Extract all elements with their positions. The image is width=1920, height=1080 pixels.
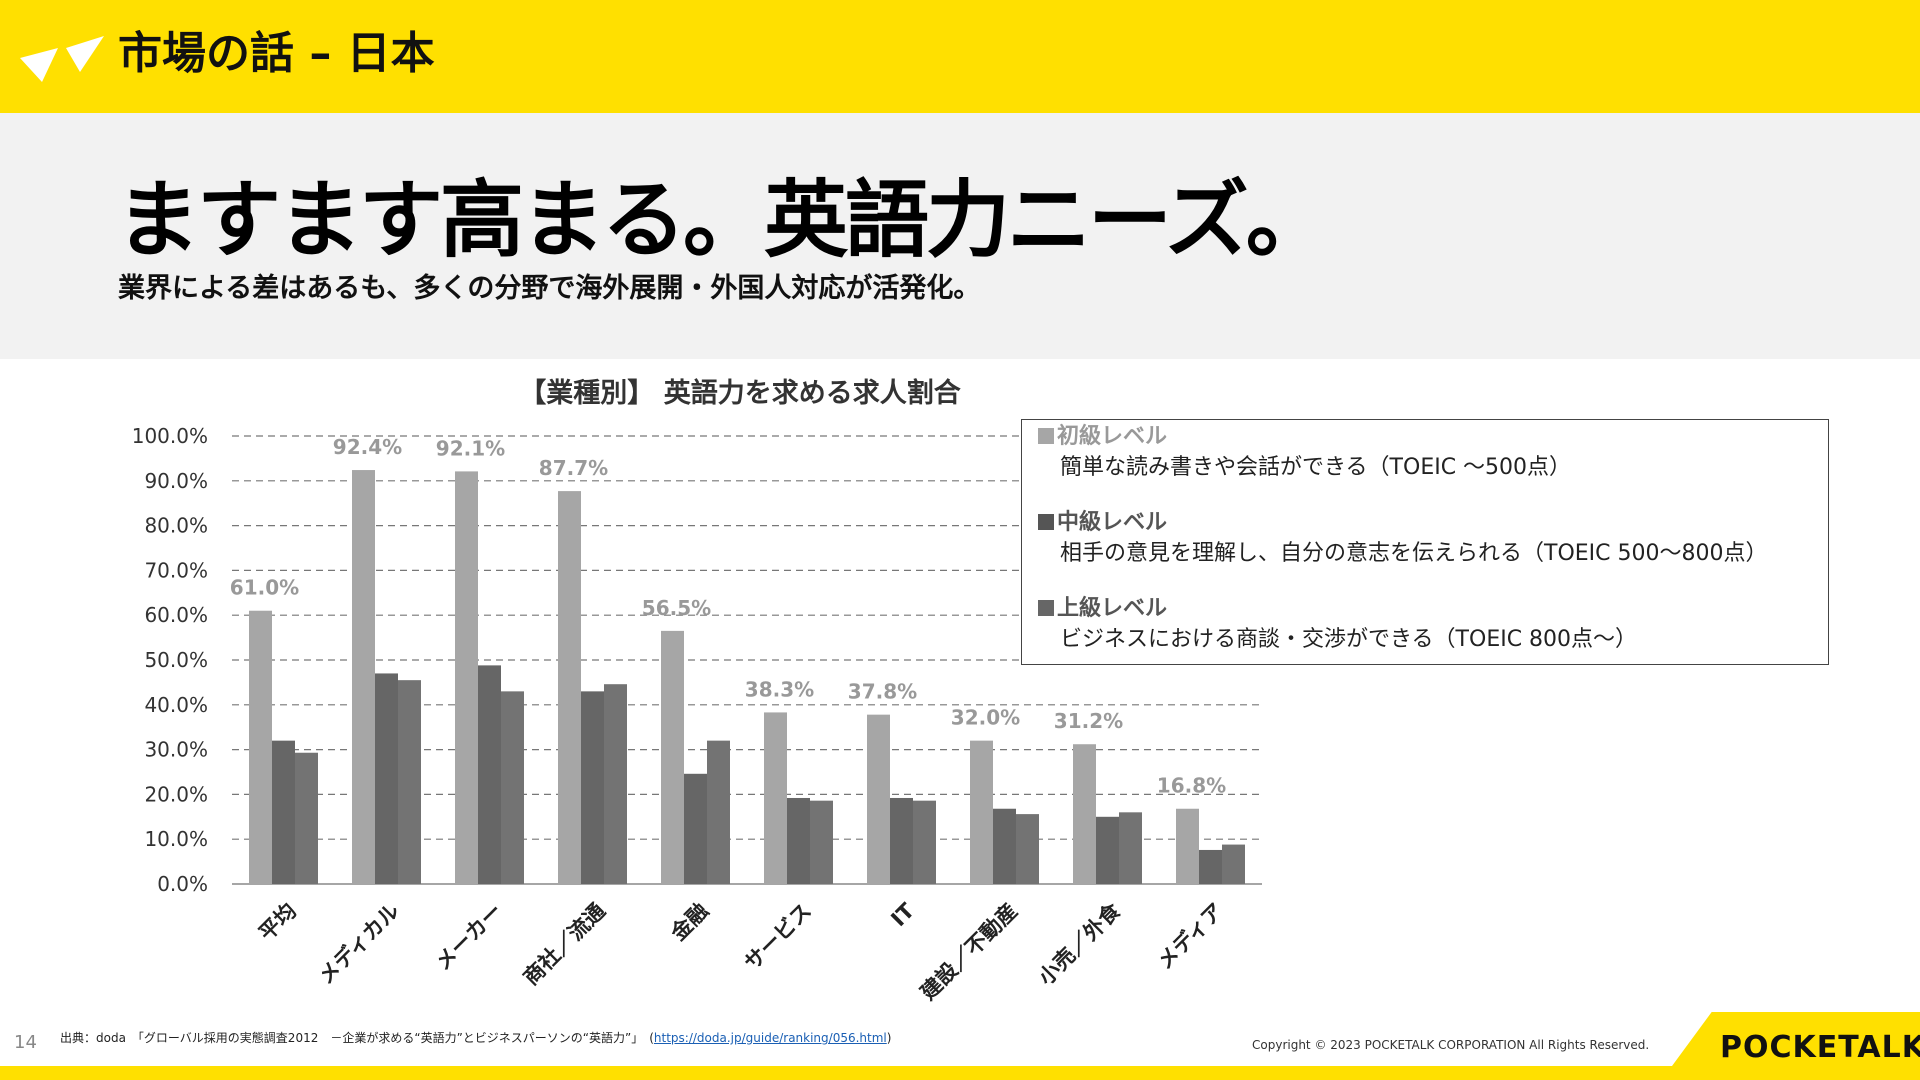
bar <box>581 691 604 884</box>
legend-item-advanced: 上級レベル ビジネスにおける商談・交渉ができる（TOEIC 800点～） <box>1038 594 1637 656</box>
data-label: 31.2% <box>1054 709 1123 733</box>
source-citation: 出典：doda 「グローバル採用の実態調査2012 －企業が求める“英語力”とビ… <box>60 1029 891 1047</box>
brand-chevron-icon <box>20 36 104 82</box>
bar <box>558 491 581 884</box>
bar <box>1096 816 1119 884</box>
x-tick-label: 平均 <box>254 899 301 946</box>
x-tick-label: 商社／流通 <box>519 899 610 990</box>
legend-desc-intermediate: 相手の意見を理解し、自分の意志を伝えられる（TOEIC 500～800点） <box>1060 541 1768 566</box>
y-tick-label: 90.0% <box>144 469 208 493</box>
y-tick-label: 30.0% <box>144 738 208 762</box>
legend-desc-advanced: ビジネスにおける商談・交渉ができる（TOEIC 800点～） <box>1060 627 1638 652</box>
bar <box>249 610 272 884</box>
x-tick-label: メーカー <box>431 899 507 975</box>
bar <box>867 714 890 884</box>
source-link[interactable]: https://doda.jp/guide/ranking/056.html <box>653 1031 887 1045</box>
bar <box>993 808 1016 884</box>
chart-legend: 初級レベル 簡単な読み書きや会話ができる（TOEIC ～500点） 中級レベル … <box>1021 419 1829 665</box>
page-number: 14 <box>14 1032 37 1053</box>
y-tick-label: 10.0% <box>144 827 208 851</box>
legend-swatch-intermediate <box>1038 514 1054 530</box>
bar <box>295 752 318 884</box>
hero-section: ますます高まる。英語力ニーズ。 業界による差はあるも、多くの分野で海外展開・外国… <box>0 113 1920 359</box>
x-tick-label: メディカル <box>314 899 404 989</box>
legend-item-beginner: 初級レベル 簡単な読み書きや会話ができる（TOEIC ～500点） <box>1038 422 1571 484</box>
copyright: Copyright © 2023 POCKETALK CORPORATION A… <box>1252 1038 1650 1052</box>
bottom-bar <box>0 1066 1920 1080</box>
y-tick-label: 20.0% <box>144 782 208 806</box>
bar <box>604 684 627 884</box>
header-bar: 市場の話 – 日本 <box>0 0 1920 113</box>
x-tick-label: メディア <box>1153 899 1228 974</box>
x-tick-label: サービス <box>740 899 816 975</box>
bar <box>272 740 295 884</box>
chart-title: 【業種別】 英語力を求める求人割合 <box>519 378 961 409</box>
bar <box>1199 849 1222 884</box>
data-label: 61.0% <box>230 576 299 600</box>
bar <box>375 673 398 884</box>
y-tick-label: 100.0% <box>132 424 208 448</box>
bar <box>684 773 707 884</box>
legend-label-beginner: 初級レベル <box>1057 424 1168 449</box>
data-label: 87.7% <box>539 456 608 480</box>
x-tick-label: 建設／不動産 <box>916 899 1022 1005</box>
bar <box>913 800 936 884</box>
bar <box>764 712 787 884</box>
x-tick-label: 小売／外食 <box>1034 898 1126 990</box>
bar <box>707 740 730 884</box>
legend-label-intermediate: 中級レベル <box>1057 510 1168 535</box>
bar <box>501 691 524 884</box>
bar <box>352 470 375 884</box>
bar <box>890 797 913 884</box>
data-label: 37.8% <box>848 680 917 704</box>
bar <box>970 740 993 884</box>
y-tick-label: 0.0% <box>157 872 208 896</box>
y-tick-label: 70.0% <box>144 558 208 582</box>
bar <box>1073 744 1096 884</box>
bar <box>1222 844 1245 884</box>
bar <box>1016 814 1039 884</box>
data-label: 38.3% <box>745 677 814 701</box>
subheadline: 業界による差はあるも、多くの分野で海外展開・外国人対応が活発化。 <box>118 273 981 304</box>
bar <box>455 471 478 884</box>
legend-item-intermediate: 中級レベル 相手の意見を理解し、自分の意志を伝えられる（TOEIC 500～80… <box>1038 508 1767 570</box>
legend-swatch-advanced <box>1038 600 1054 616</box>
bar <box>1176 808 1199 884</box>
data-label: 32.0% <box>951 706 1020 730</box>
legend-label-advanced: 上級レベル <box>1057 596 1168 621</box>
bar <box>398 680 421 884</box>
bar <box>810 800 833 884</box>
data-label: 92.4% <box>333 435 402 459</box>
y-tick-label: 40.0% <box>144 693 208 717</box>
x-tick-label: IT <box>886 898 919 931</box>
x-tick-label: 金融 <box>666 899 713 946</box>
bar <box>478 665 501 884</box>
headline: ますます高まる。英語力ニーズ。 <box>116 171 1330 269</box>
legend-swatch-beginner <box>1038 428 1054 444</box>
bar <box>661 630 684 884</box>
source-close: ) <box>886 1031 892 1045</box>
bar <box>1119 812 1142 884</box>
y-tick-label: 60.0% <box>144 603 208 627</box>
data-label: 92.1% <box>436 436 505 460</box>
bar <box>787 797 810 884</box>
brand-logo: POCKETALK <box>1720 1030 1920 1065</box>
legend-desc-beginner: 簡単な読み書きや会話ができる（TOEIC ～500点） <box>1060 455 1572 480</box>
y-tick-label: 50.0% <box>144 648 208 672</box>
data-label: 16.8% <box>1157 774 1226 798</box>
page-title: 市場の話 – 日本 <box>118 28 435 79</box>
y-tick-label: 80.0% <box>144 514 208 538</box>
data-label: 56.5% <box>642 596 711 620</box>
brand-tab <box>1672 1012 1920 1066</box>
source-text: 出典：doda 「グローバル採用の実態調査2012 －企業が求める“英語力”とビ… <box>60 1031 654 1045</box>
